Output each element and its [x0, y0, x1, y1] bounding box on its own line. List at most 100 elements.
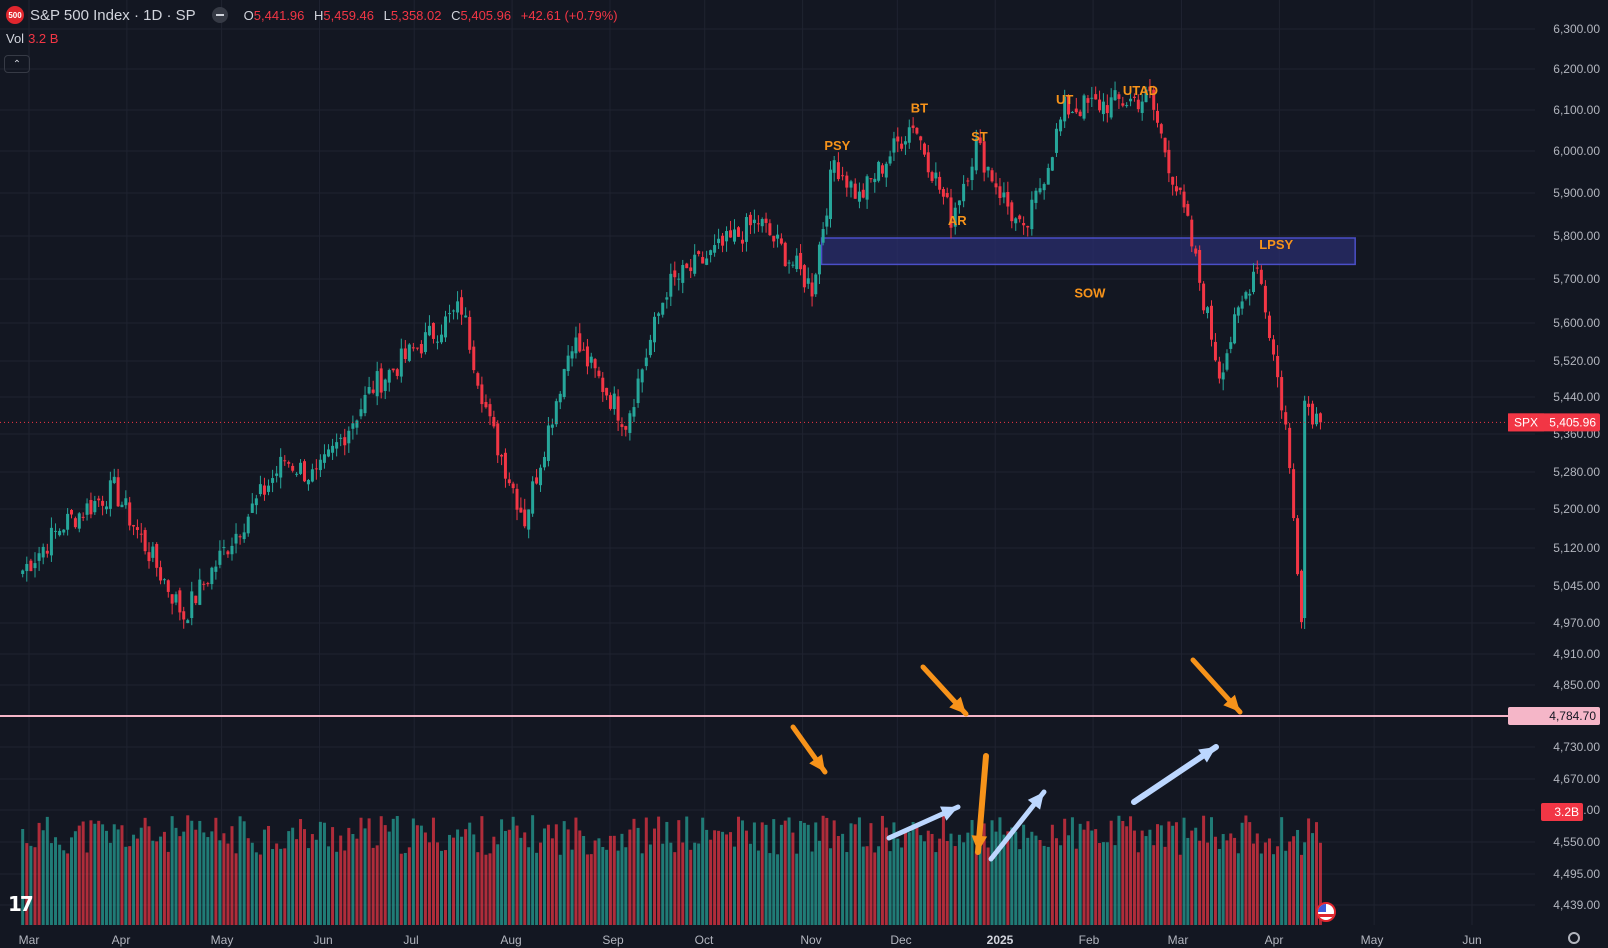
candle-body [54, 530, 58, 532]
candle-body [1136, 99, 1140, 110]
us-flag-icon[interactable] [1316, 902, 1336, 922]
volume-bar [1070, 817, 1074, 925]
volume-bar [593, 840, 597, 925]
candle-body [585, 346, 589, 367]
candle-body [896, 136, 900, 142]
candle-body [1129, 98, 1133, 102]
candle-body [507, 479, 511, 484]
volume-bar [657, 816, 661, 925]
symbol-title[interactable]: S&P 500 Index · 1D · SP [30, 6, 196, 24]
candle-body [873, 178, 877, 183]
volume-bar [601, 847, 605, 925]
candle-body [1318, 413, 1322, 423]
volume-bar [941, 815, 945, 925]
volume-bar [589, 854, 593, 925]
candle-body [70, 510, 74, 515]
volume-bar [1202, 815, 1206, 925]
volume-bar [744, 830, 748, 925]
volume-bar [554, 824, 558, 925]
candle-body [1299, 570, 1303, 623]
candle-body [124, 498, 128, 506]
candle-body [546, 425, 550, 461]
price-tick-label: 5,800.00 [1553, 229, 1600, 243]
candle-body [1078, 111, 1082, 116]
candle-body [616, 396, 620, 421]
volume-bar [1018, 849, 1022, 925]
candle-body [335, 442, 339, 449]
volume-bar [644, 817, 648, 925]
candle-body [648, 339, 652, 356]
wyckoff-label: AR [948, 213, 967, 228]
volume-bar [566, 829, 570, 925]
candle-body [395, 369, 399, 376]
volume-bar [147, 826, 151, 925]
candle-body [689, 267, 693, 272]
candle-body [275, 473, 279, 476]
candle-body [550, 424, 554, 428]
candle-body [519, 507, 523, 513]
volume-bar [262, 829, 266, 925]
volume-bar [982, 823, 986, 925]
volume-bar [379, 816, 383, 925]
wyckoff-label: ST [971, 129, 988, 144]
candle-body [721, 235, 725, 246]
candle-body [994, 183, 998, 188]
candle-body [756, 223, 760, 225]
volume-bar [1022, 824, 1026, 925]
market-status-icon[interactable] [211, 7, 228, 23]
candle-body [444, 316, 448, 338]
volume-bar [194, 829, 198, 925]
volume-bar [242, 821, 246, 925]
price-tick-label: 6,100.00 [1553, 103, 1600, 117]
candle-body [669, 273, 673, 297]
candle-body [705, 258, 709, 265]
candle-body [1259, 269, 1263, 284]
time-axis: Mar Apr May Jun Jul Aug Sep Oct Nov Dec 2025 Feb Mar… [19, 933, 1482, 947]
time-tick-label: Dec [890, 933, 911, 947]
sp500-logo-icon: 500 [6, 6, 24, 24]
volume-bar [327, 846, 331, 925]
candle-body [267, 485, 271, 492]
candle-body [120, 504, 124, 508]
candle-body [661, 302, 665, 315]
volume-bar [681, 842, 685, 925]
volume-bar [884, 827, 888, 925]
volume-bar [1288, 841, 1292, 925]
change-value: +42.61 (+0.79%) [520, 7, 618, 23]
wyckoff-labels: PSY BT ST UT UTAD AR SOW LPSY [824, 83, 1293, 300]
volume-bar [1034, 835, 1038, 925]
candle-body [314, 468, 318, 470]
chevron-up-icon[interactable]: ⌃ [4, 55, 30, 73]
volume-bar [143, 817, 147, 925]
candle-body [791, 264, 795, 266]
price-tick-label: 5,700.00 [1553, 272, 1600, 286]
candle-body [403, 348, 407, 360]
candle-body [1010, 202, 1014, 222]
volume-bar [97, 820, 101, 925]
tradingview-logo[interactable]: 17 [8, 892, 34, 916]
volume-bar [736, 816, 740, 925]
candle-body [814, 274, 818, 295]
candle-body [291, 465, 295, 471]
candle-body [484, 401, 488, 408]
volume-bar [104, 830, 108, 925]
volume-bar [1190, 830, 1194, 925]
volume-bar [395, 816, 399, 925]
gear-icon[interactable] [1568, 932, 1580, 944]
candle-body [1217, 361, 1221, 379]
candle-body [966, 180, 970, 182]
axis-badges: 5,405.96 4,784.70 3.2B SPX [1508, 413, 1600, 821]
volume-bar [190, 820, 194, 925]
volume-bar [299, 819, 303, 925]
volume-bar [772, 819, 776, 925]
volume-bar [1259, 853, 1263, 925]
volume-bar [685, 816, 689, 925]
volume-bar [776, 854, 780, 925]
volume-bar [665, 821, 669, 925]
candle-body [806, 278, 810, 284]
volume-bar [953, 846, 957, 925]
close-value: 5,405.96 [460, 7, 512, 23]
candle-body [351, 423, 355, 429]
volume-bar [112, 824, 116, 925]
